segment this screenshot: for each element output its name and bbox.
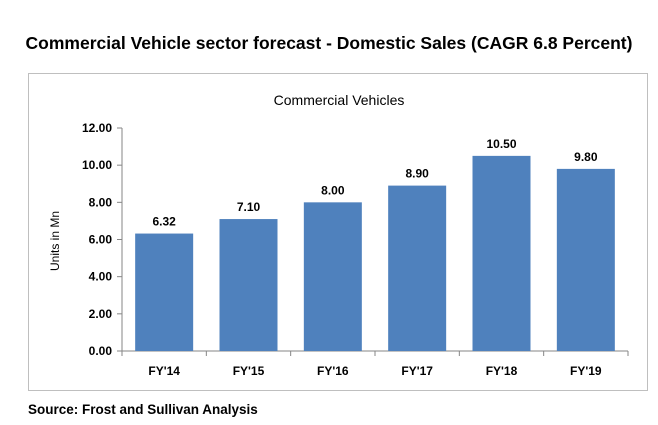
y-tick-label: 0.00 (89, 344, 113, 358)
bar (135, 233, 194, 351)
y-axis-label: Units in Mn (48, 211, 62, 271)
y-tick-label: 4.00 (89, 270, 113, 284)
x-tick-label: FY'18 (486, 364, 518, 378)
data-label: 7.10 (237, 200, 261, 214)
bar (303, 202, 362, 351)
data-label: 9.80 (574, 150, 598, 164)
x-tick-label: FY'15 (233, 364, 265, 378)
y-tick-label: 2.00 (89, 307, 113, 321)
source-note: Source: Frost and Sullivan Analysis (28, 402, 258, 417)
data-label: 10.50 (486, 137, 516, 151)
page-title: Commercial Vehicle sector forecast - Dom… (25, 33, 633, 53)
x-tick-label: FY'16 (317, 364, 349, 378)
bar (556, 168, 615, 351)
data-label: 8.00 (321, 183, 345, 197)
data-label: 8.90 (405, 167, 429, 181)
y-tick-label: 6.00 (89, 233, 113, 247)
data-label: 6.32 (152, 215, 176, 229)
x-tick-label: FY'19 (570, 364, 602, 378)
bar (388, 185, 447, 351)
y-tick-label: 8.00 (89, 195, 113, 209)
x-tick-label: FY'17 (401, 364, 433, 378)
x-tick-label: FY'14 (148, 364, 180, 378)
y-tick-label: 12.00 (82, 121, 112, 135)
bar-chart: Commercial Vehicles Units in Mn 0.00 2.00… (48, 92, 629, 378)
bar (219, 219, 278, 351)
chart-container: Commercial Vehicles Units in Mn 0.00 2.00… (28, 73, 648, 391)
bar (472, 155, 531, 351)
y-tick-label: 10.00 (82, 158, 112, 172)
chart-title: Commercial Vehicles (274, 92, 405, 108)
